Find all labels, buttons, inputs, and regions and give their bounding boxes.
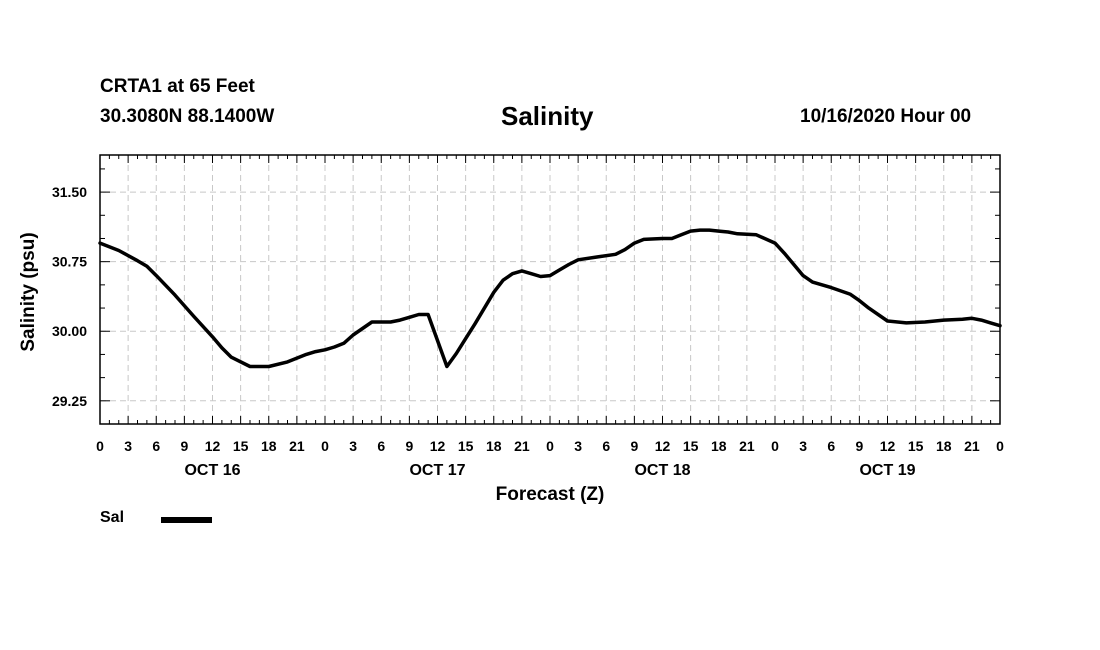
x-tick-label: 21: [964, 438, 980, 454]
x-tick-label: 3: [124, 438, 132, 454]
x-tick-label: 6: [827, 438, 835, 454]
axes: 0 3 6 9 12 15 18 21 0 3 6 9 12 15 18 21 0 3 6 9 12 15 18 21 0 3 6 9…: [52, 155, 1004, 479]
x-axis-label: Forecast (Z): [496, 484, 605, 505]
y-tick-label: 29.25: [52, 393, 87, 409]
x-tick-label: 9: [180, 438, 188, 454]
x-tick-label: 9: [630, 438, 638, 454]
day-label: OCT 19: [859, 462, 915, 479]
x-tick-label: 18: [936, 438, 952, 454]
day-label: OCT 17: [409, 462, 465, 479]
legend-swatch: [161, 517, 212, 523]
x-tick-label: 21: [514, 438, 530, 454]
x-tick-label: 15: [908, 438, 924, 454]
x-tick-label: 12: [880, 438, 896, 454]
legend-label: Sal: [100, 509, 125, 526]
x-tick-label: 6: [602, 438, 610, 454]
grid-lines: [100, 155, 1000, 424]
x-tick-label: 12: [430, 438, 446, 454]
x-tick-label: 15: [683, 438, 699, 454]
station-coordinates: 30.3080N 88.1400W: [100, 106, 275, 127]
x-tick-label: 0: [771, 438, 779, 454]
series-line-sal: [98, 228, 1002, 369]
day-label: OCT 18: [634, 462, 690, 479]
x-tick-label: 15: [458, 438, 474, 454]
y-axis-label: Salinity (psu): [18, 232, 39, 351]
x-tick-label: 3: [799, 438, 807, 454]
forecast-timestamp: 10/16/2020 Hour 00: [800, 106, 972, 127]
x-tick-label: 3: [349, 438, 357, 454]
x-tick-label: 12: [205, 438, 221, 454]
x-tick-label: 18: [711, 438, 727, 454]
y-tick-label: 30.75: [52, 254, 87, 270]
x-tick-label: 21: [739, 438, 755, 454]
day-label: OCT 16: [184, 462, 240, 479]
x-tick-label: 6: [152, 438, 160, 454]
x-tick-label: 0: [996, 438, 1004, 454]
x-tick-label: 18: [261, 438, 277, 454]
x-tick-label: 15: [233, 438, 249, 454]
x-tick-label: 0: [96, 438, 104, 454]
x-tick-label: 9: [855, 438, 863, 454]
station-name: CRTA1 at 65 Feet: [100, 76, 255, 97]
chart-title: Salinity: [501, 101, 594, 131]
x-tick-label: 18: [486, 438, 502, 454]
y-tick-label: 31.50: [52, 184, 87, 200]
x-tick-label: 0: [546, 438, 554, 454]
x-tick-label: 0: [321, 438, 329, 454]
x-tick-label: 6: [377, 438, 385, 454]
series-layer: [98, 228, 1002, 369]
x-tick-label: 12: [655, 438, 671, 454]
x-tick-label: 9: [405, 438, 413, 454]
x-tick-label: 21: [289, 438, 305, 454]
x-tick-label: 3: [574, 438, 582, 454]
y-tick-label: 30.00: [52, 323, 87, 339]
